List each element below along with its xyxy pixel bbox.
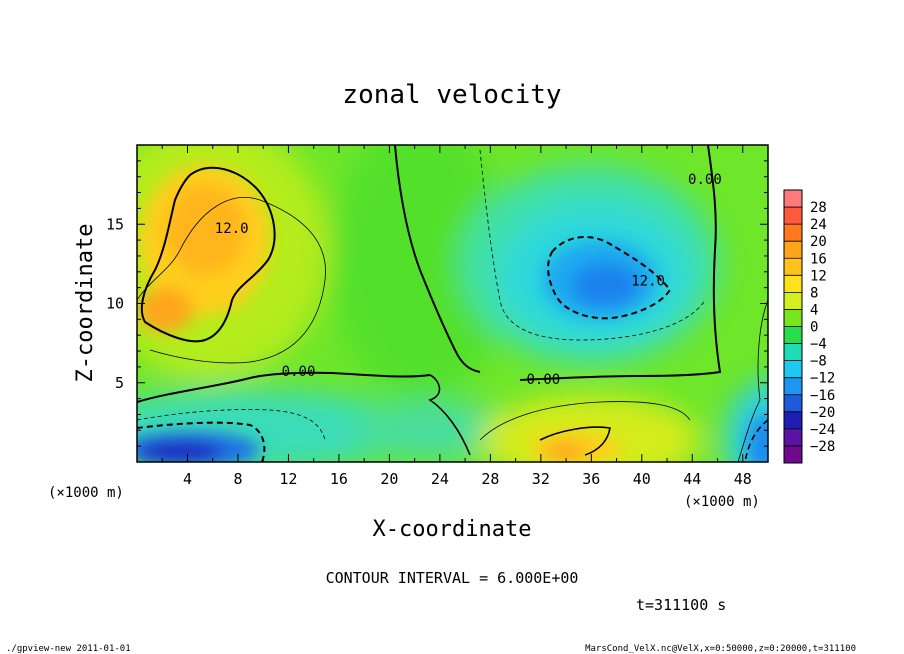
x-tick-label: 4 [183,470,192,488]
chart-title: zonal velocity [342,80,561,110]
colorbar-segment [784,428,802,447]
colorbar-segment [784,292,802,310]
x-axis-title: X-coordinate [373,517,532,542]
colorbar-segment [784,394,802,413]
colorbar-segment [784,445,802,464]
x-tick-label: 48 [734,470,752,488]
colorbar-segment [784,326,802,344]
x-axis-unit-right: (×1000 m) [684,494,760,510]
colorbar-label: −20 [810,405,835,421]
contour-lines [137,145,768,462]
x-axis-unit-left: (×1000 m) [48,485,124,501]
colorbar-label: −28 [810,439,835,455]
x-tick-label: 20 [380,470,398,488]
colorbar-label: 28 [810,200,827,216]
x-tick-label: 12 [279,470,297,488]
colorbar-label: 20 [810,234,827,250]
colorbar-label: 0 [810,320,818,336]
colorbar-label: 12 [810,268,827,284]
footer-left: ./gpview-new 2011-01-01 [6,644,131,654]
y-axis: 5 10 15 [106,160,768,447]
colorbar-label: 16 [810,251,827,267]
y-axis-title: Z-coordinate [73,224,98,383]
colorbar-label: −12 [810,371,835,387]
contour-label: 0.00 [688,172,722,188]
x-tick-label: 16 [330,470,348,488]
colorbar-segment [784,207,802,225]
colorbar-segment [784,258,802,276]
colorbar-segment [784,190,802,208]
colorbar-label: 24 [810,217,827,233]
colorbar-segment [784,241,802,259]
x-axis: 4 8 12 16 20 24 28 32 36 40 44 48 [161,145,752,488]
colorbar-segment [784,275,802,293]
contour-label: 0.00 [527,372,561,388]
contour-label-layer: 12.0 12.0 0.00 0.00 0.00 [215,172,722,388]
x-tick-label: 36 [582,470,600,488]
colorbar-label: −4 [810,337,827,353]
contour-label: 12.0 [631,273,665,289]
x-tick-label: 28 [481,470,499,488]
colorbar-segment [784,411,802,430]
colorbar-label: −24 [810,422,835,438]
x-tick-label: 40 [633,470,651,488]
y-tick-label: 5 [115,374,124,392]
x-tick-label: 8 [233,470,242,488]
contour-label: 12.0 [215,221,249,237]
x-tick-label: 24 [431,470,449,488]
x-tick-label: 32 [532,470,550,488]
time-label: t=311100 s [636,596,726,614]
y-tick-label: 15 [106,215,124,233]
colorbar-label: −16 [810,388,835,404]
colorbar-segment [784,343,802,361]
colorbar-segment [784,224,802,242]
footer-right: MarsCond_VelX.nc@VelX,x=0:50000,z=0:2000… [585,644,856,654]
colorbar-segment [784,377,802,396]
y-tick-label: 10 [106,295,124,313]
colorbar-segment [784,360,802,378]
colorbar-label: 4 [810,302,818,318]
contour-interval-label: CONTOUR INTERVAL = 6.000E+00 [326,569,579,587]
colorbar-label: −8 [810,354,827,370]
x-tick-label: 44 [683,470,701,488]
colorbar-label: 8 [810,285,818,301]
contour-label: 0.00 [282,364,316,380]
velocity-field: 12.0 12.0 0.00 0.00 0.00 [137,145,768,462]
colorbar-segment [784,309,802,327]
